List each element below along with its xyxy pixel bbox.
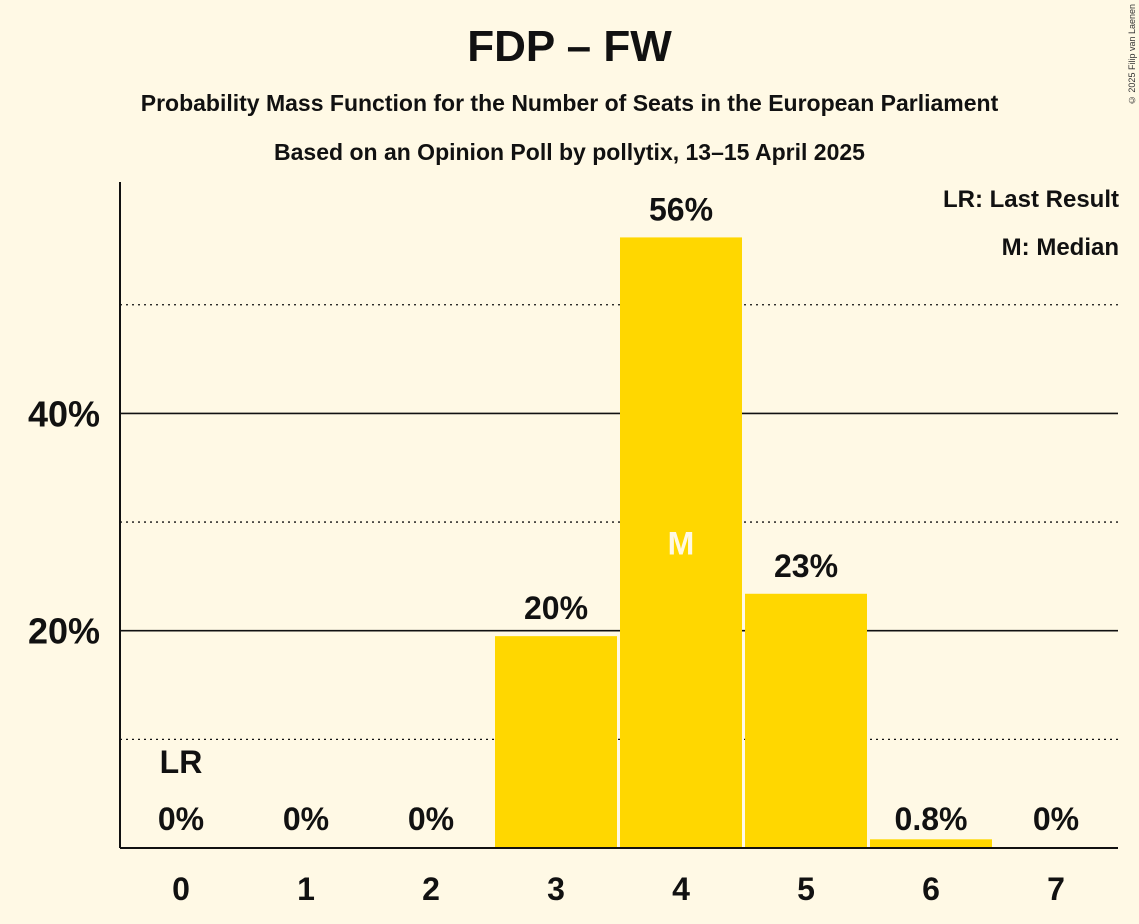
chart-source: Based on an Opinion Poll by pollytix, 13… <box>274 139 865 165</box>
data-label: 20% <box>524 590 588 626</box>
y-tick-label: 40% <box>28 393 100 434</box>
data-label: 0% <box>408 801 454 837</box>
data-label: 56% <box>649 191 713 227</box>
x-tick-label: 6 <box>922 871 940 907</box>
data-label: 0% <box>1033 801 1079 837</box>
bar-seats-4 <box>620 237 742 849</box>
x-tick-label: 7 <box>1047 871 1065 907</box>
bar-seats-6 <box>870 839 992 848</box>
bar-seats-3 <box>495 636 617 848</box>
legend-last-result: LR: Last Result <box>942 186 1119 213</box>
bar-seats-5 <box>745 593 867 848</box>
data-label: 0% <box>158 801 204 837</box>
x-tick-label: 3 <box>547 871 565 907</box>
x-tick-label: 5 <box>797 871 815 907</box>
data-label: 0% <box>283 801 329 837</box>
data-label: 0.8% <box>895 801 968 837</box>
chart-subtitle: Probability Mass Function for the Number… <box>140 90 999 116</box>
x-tick-label: 4 <box>672 871 690 907</box>
y-tick-label: 20% <box>28 611 100 652</box>
x-tick-label: 1 <box>297 871 315 907</box>
legend-median: M: Median <box>1001 234 1119 261</box>
x-tick-label: 2 <box>422 871 440 907</box>
chart-title: FDP – FW <box>467 22 672 71</box>
data-label: 23% <box>774 548 838 584</box>
last-result-marker: LR <box>160 744 203 780</box>
x-tick-label: 0 <box>172 871 190 907</box>
median-marker: M <box>668 526 695 562</box>
